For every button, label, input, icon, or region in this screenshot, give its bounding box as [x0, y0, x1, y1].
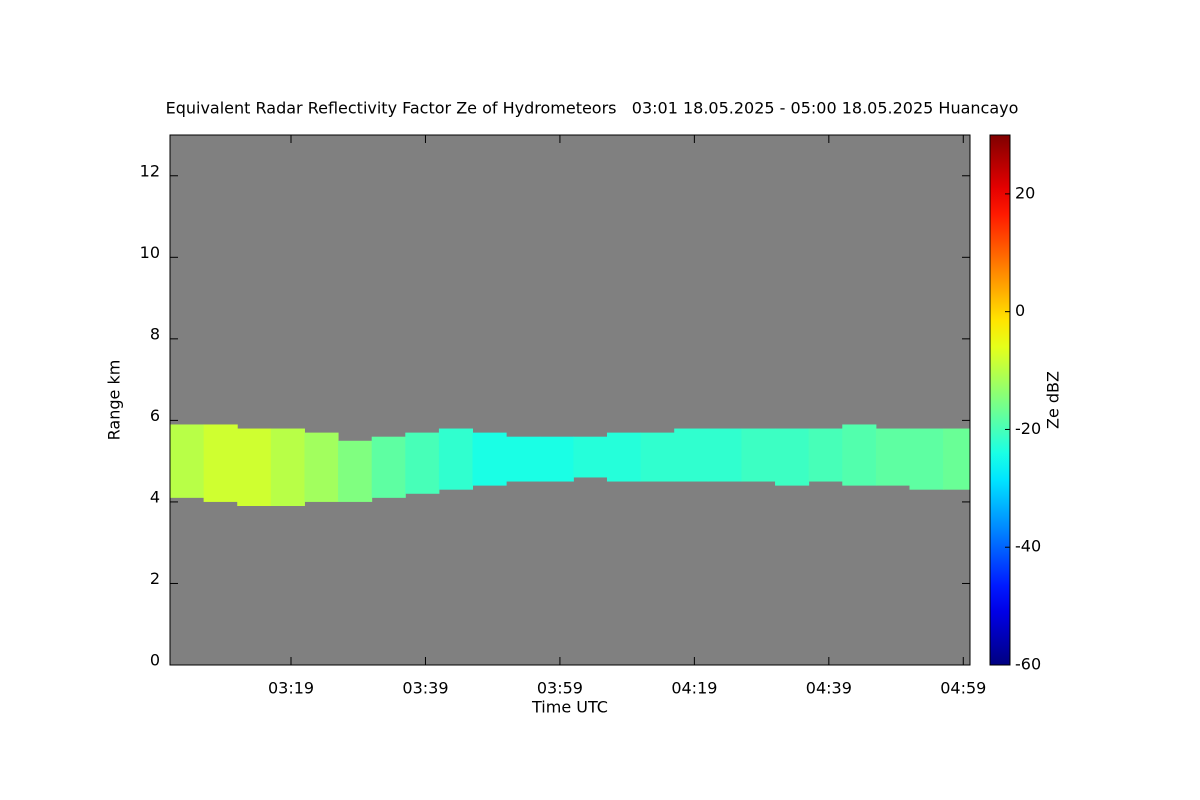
y-tick-label: 6: [150, 406, 160, 425]
echo-cell: [741, 428, 776, 482]
x-tick-label: 04:39: [806, 679, 852, 698]
echo-cell: [170, 424, 205, 498]
colorbar-tick-label: -60: [1015, 655, 1041, 674]
y-axis-label: Range km: [105, 360, 124, 441]
echo-cell: [304, 432, 339, 502]
echo-cell: [909, 428, 944, 490]
echo-cell: [573, 436, 608, 478]
x-tick-label: 04:19: [671, 679, 717, 698]
echo-cell: [472, 432, 507, 486]
echo-cell: [674, 428, 709, 482]
y-tick-label: 2: [150, 569, 160, 588]
echo-cell: [270, 428, 305, 506]
echo-cell: [438, 428, 474, 490]
echo-cell: [842, 424, 877, 486]
x-axis-label: Time UTC: [531, 698, 608, 717]
echo-cell: [237, 428, 272, 506]
echo-cell: [539, 436, 574, 482]
colorbar-tick-label: -40: [1015, 537, 1041, 556]
colorbar-tick-label: -20: [1015, 419, 1041, 438]
colorbar-tick-label: 20: [1015, 183, 1035, 202]
x-tick-label: 03:39: [402, 679, 448, 698]
y-tick-label: 8: [150, 324, 160, 343]
x-tick-label: 04:59: [940, 679, 986, 698]
echo-cell: [606, 432, 642, 482]
colorbar-label: Ze dBZ: [1044, 371, 1063, 429]
x-tick-label: 03:19: [268, 679, 314, 698]
echo-cell: [808, 428, 843, 482]
echo-cell: [405, 432, 440, 494]
colorbar: [989, 134, 1011, 666]
echo-cell: [338, 440, 373, 502]
echo-cell: [640, 432, 675, 482]
colorbar-tick-label: 0: [1015, 301, 1025, 320]
echo-cell: [371, 436, 406, 498]
chart-title: Equivalent Radar Reflectivity Factor Ze …: [166, 99, 1019, 118]
y-tick-label: 12: [140, 161, 160, 180]
y-tick-label: 0: [150, 651, 160, 670]
plot-frame: [169, 134, 971, 666]
echo-cell: [875, 428, 910, 486]
y-tick-label: 4: [150, 487, 160, 506]
echo-cell: [203, 424, 238, 502]
x-tick-label: 03:59: [537, 679, 583, 698]
echo-cell: [506, 436, 541, 482]
echo-cell: [707, 428, 742, 482]
echo-cell: [775, 428, 810, 486]
y-tick-label: 10: [140, 243, 160, 262]
plot-background: [170, 135, 970, 665]
echo-cell: [943, 428, 971, 490]
